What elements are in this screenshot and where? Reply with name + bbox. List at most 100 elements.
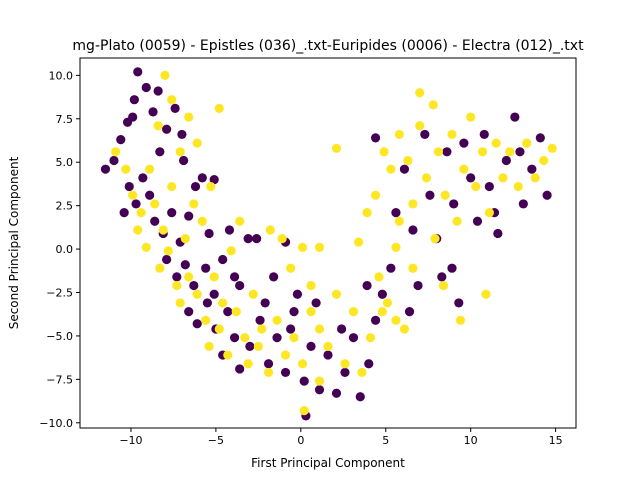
data-point-series-0: [209, 289, 219, 299]
data-point-series-1: [240, 333, 250, 343]
data-point-series-1: [226, 246, 236, 256]
data-point-series-1: [150, 199, 160, 209]
data-point-series-0: [190, 181, 201, 192]
data-point-series-1: [214, 103, 224, 113]
data-point-series-0: [399, 164, 410, 174]
data-point-series-0: [348, 333, 359, 343]
data-point-series-1: [438, 280, 449, 291]
x-tick-label: 15: [549, 434, 563, 447]
data-point-series-1: [408, 199, 418, 209]
data-point-series-1: [280, 350, 291, 360]
data-point-series-0: [447, 263, 457, 273]
data-point-series-0: [306, 341, 316, 351]
data-point-series-0: [252, 234, 262, 244]
data-point-series-1: [539, 155, 549, 166]
data-point-series-1: [167, 181, 177, 192]
data-point-series-1: [206, 181, 216, 192]
data-point-series-1: [314, 376, 325, 386]
data-point-series-1: [459, 164, 469, 174]
data-point-series-1: [447, 129, 457, 140]
data-point-series-0: [510, 112, 520, 122]
data-point-series-0: [235, 364, 245, 374]
data-point-series-1: [477, 147, 488, 157]
data-point-series-0: [167, 208, 177, 218]
data-point-series-0: [184, 307, 194, 317]
data-point-series-0: [263, 359, 274, 369]
x-axis-label: First Principal Component: [251, 456, 405, 470]
data-point-series-0: [364, 359, 374, 369]
data-point-series-1: [340, 359, 350, 369]
data-point-series-1: [189, 199, 199, 209]
data-point-series-0: [370, 315, 381, 325]
data-point-series-1: [306, 280, 316, 291]
data-point-series-0: [235, 280, 245, 291]
data-point-series-1: [386, 164, 396, 174]
data-point-series-1: [231, 307, 241, 317]
data-point-series-1: [235, 216, 245, 226]
y-tick-label: −2.5: [46, 287, 73, 300]
data-point-series-1: [172, 280, 182, 291]
data-point-series-0: [180, 260, 190, 270]
data-point-series-0: [454, 298, 464, 308]
data-point-series-1: [513, 181, 523, 192]
data-point-series-0: [138, 173, 148, 183]
data-point-series-0: [425, 190, 435, 200]
data-point-series-0: [162, 124, 172, 134]
y-tick-label: −7.5: [46, 373, 73, 386]
y-tick-label: 7.5: [56, 113, 74, 126]
data-point-series-1: [331, 143, 342, 153]
data-point-series-0: [408, 225, 418, 235]
data-point-series-1: [297, 242, 308, 252]
data-point-series-0: [515, 147, 525, 157]
data-point-series-0: [311, 298, 321, 308]
data-point-series-1: [163, 246, 173, 256]
data-point-series-1: [272, 315, 282, 325]
data-point-series-0: [133, 67, 143, 77]
data-point-series-1: [430, 234, 440, 244]
data-point-series-0: [179, 155, 189, 166]
data-point-series-0: [542, 190, 552, 200]
data-point-series-0: [260, 298, 270, 308]
data-point-series-1: [530, 173, 540, 183]
data-point-series-1: [357, 367, 367, 378]
data-point-series-1: [204, 341, 214, 351]
data-point-series-1: [253, 341, 263, 351]
data-point-series-1: [433, 147, 444, 157]
data-point-series-0: [141, 82, 151, 93]
data-point-series-0: [109, 155, 119, 166]
data-point-series-1: [455, 315, 466, 325]
data-point-series-0: [184, 211, 194, 221]
data-point-series-0: [466, 173, 476, 183]
data-point-series-0: [119, 208, 129, 218]
data-point-series-0: [153, 86, 163, 96]
data-point-series-0: [493, 228, 503, 239]
data-point-series-0: [245, 341, 255, 351]
data-point-series-0: [286, 324, 296, 334]
data-point-series-0: [170, 103, 180, 113]
data-point-series-0: [518, 199, 528, 209]
data-point-series-0: [289, 307, 299, 317]
data-point-series-1: [365, 333, 376, 343]
data-point-series-1: [192, 138, 202, 148]
y-tick-label: −10.0: [39, 417, 73, 430]
data-point-series-0: [124, 181, 134, 192]
data-point-series-1: [257, 324, 267, 334]
data-point-series-1: [299, 406, 309, 416]
data-point-series-1: [133, 225, 143, 235]
data-point-series-1: [491, 138, 501, 148]
data-point-series-0: [501, 155, 511, 166]
data-point-series-1: [314, 324, 325, 334]
data-point-series-1: [306, 307, 316, 317]
data-point-series-0: [177, 129, 187, 140]
data-point-series-0: [472, 216, 483, 226]
data-point-series-0: [218, 254, 228, 265]
data-point-series-1: [421, 173, 432, 183]
data-point-series-1: [277, 234, 287, 244]
data-point-series-0: [336, 324, 347, 334]
x-tick-label: 5: [382, 434, 389, 447]
data-point-series-0: [192, 319, 202, 329]
x-tick-label: −5: [208, 434, 224, 447]
data-point-series-0: [155, 147, 165, 157]
y-tick-label: 0.0: [56, 243, 74, 256]
data-point-series-1: [201, 315, 211, 325]
